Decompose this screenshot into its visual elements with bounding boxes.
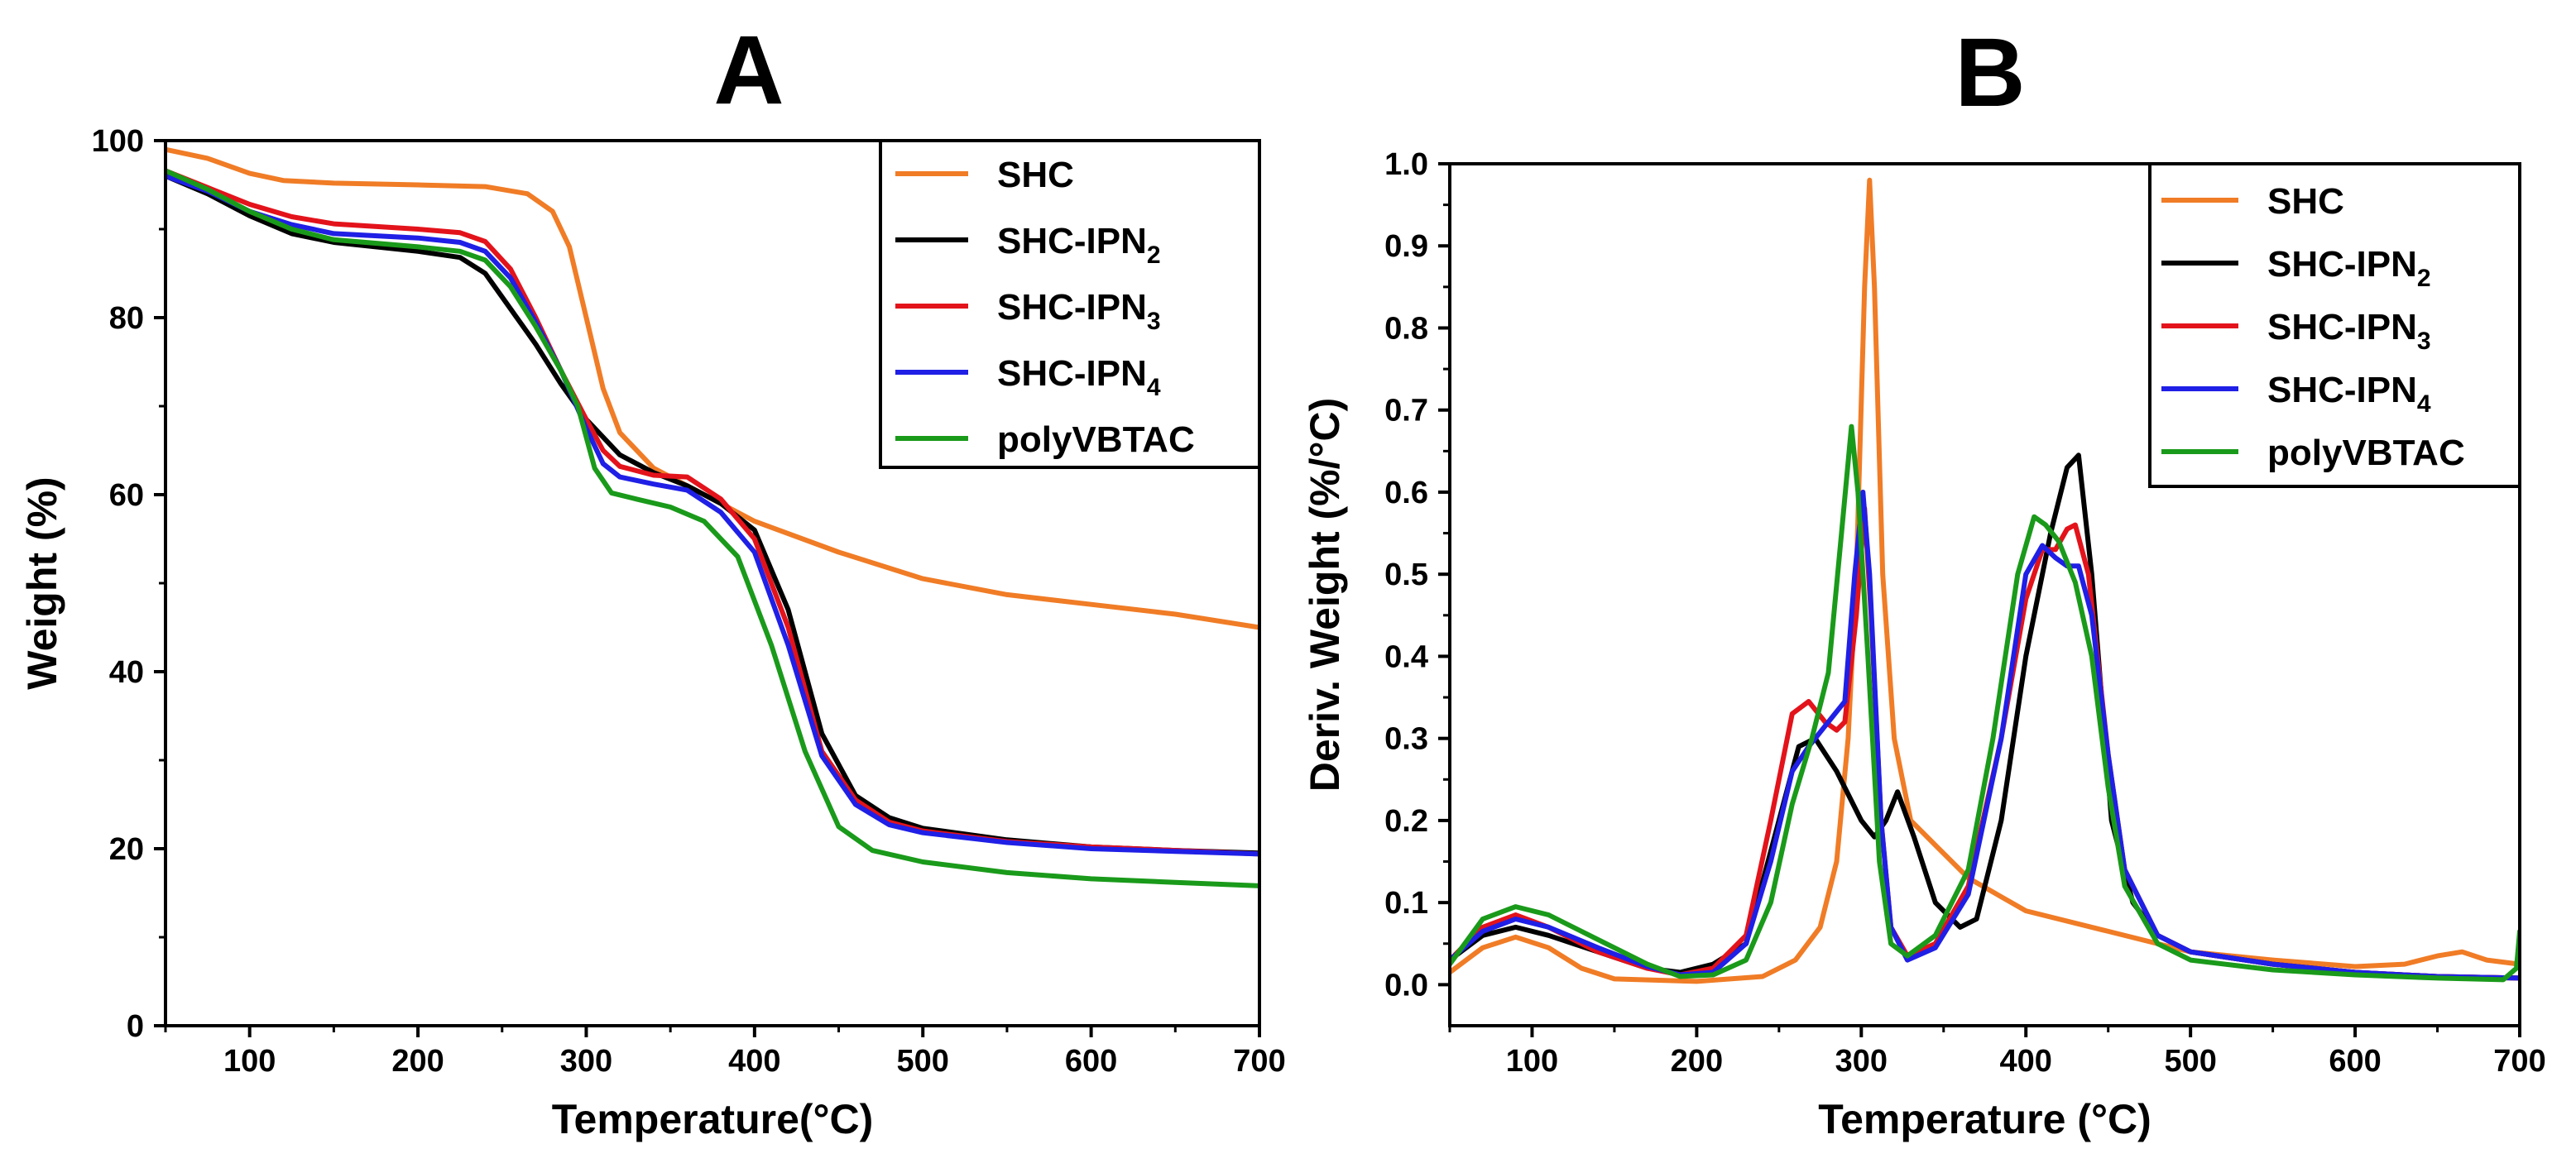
y-tick-label: 0.8 (1384, 311, 1428, 346)
legend-label-main: SHC-IPN (2267, 307, 2417, 347)
y-tick-label: 20 (109, 832, 144, 867)
legend-label-subscript: 3 (1147, 308, 1161, 335)
plot-frame (1448, 162, 2521, 1027)
panel-title: B (1955, 18, 2025, 127)
x-tick-label: 200 (391, 1044, 444, 1079)
legend-label-shc-ipn2: SHC-IPN2 (2267, 244, 2431, 292)
x-tick-label: 300 (1835, 1044, 1888, 1079)
legend-label-shc-ipn4: SHC-IPN4 (2267, 370, 2431, 418)
legend-label-main: SHC-IPN (2267, 370, 2417, 410)
y-tick-label: 80 (109, 301, 144, 336)
x-tick-label: 700 (2493, 1044, 2545, 1079)
x-tick-label: 500 (897, 1044, 949, 1079)
x-axis-title: Temperature(°C) (552, 1096, 874, 1142)
legend-label-shc-ipn3: SHC-IPN3 (2267, 307, 2431, 355)
x-axis-title: Temperature (°C) (1818, 1096, 2151, 1142)
x-tick-label: 600 (1065, 1044, 1117, 1079)
legend-label-shc: SHC (997, 155, 1074, 195)
legend-label-shc-ipn4: SHC-IPN4 (997, 353, 1161, 401)
y-tick-label: 0.4 (1384, 639, 1428, 674)
y-tick-label: 40 (109, 655, 144, 690)
y-tick-label: 0.9 (1384, 229, 1428, 264)
legend-label-main: SHC-IPN (997, 221, 1147, 261)
panel-title: A (713, 16, 784, 125)
y-tick-label: 0.3 (1384, 722, 1428, 757)
x-tick-label: 100 (1506, 1044, 1558, 1079)
x-tick-label: 100 (223, 1044, 276, 1079)
legend-label-shc-ipn3: SHC-IPN3 (997, 287, 1161, 335)
panel-a: A 100 200 300 400 500 600 700 0 20 40 60 80 100 Temper… (19, 16, 1286, 1142)
y-tick-label: 0 (127, 1009, 144, 1044)
legend-label-main: SHC (997, 155, 1074, 195)
legend-label-shc-ipn2: SHC-IPN2 (997, 221, 1161, 269)
x-tick-label: 700 (1233, 1044, 1285, 1079)
x-tick-label: 200 (1671, 1044, 1723, 1079)
y-tick-label: 0.1 (1384, 886, 1428, 921)
legend-label-subscript: 3 (2417, 328, 2431, 355)
y-tick-label: 0.7 (1384, 394, 1428, 428)
y-tick-label: 1.0 (1384, 147, 1428, 182)
series-line-shc-ipn4 (1450, 490, 2520, 981)
y-tick-label: 0.6 (1384, 476, 1428, 510)
y-tick-label: 60 (109, 478, 144, 513)
series-line-polyvbtac (165, 168, 1259, 888)
x-tick-label: 300 (560, 1044, 612, 1079)
legend-label-polyvbtac: polyVBTAC (997, 419, 1195, 460)
legend-label-subscript: 4 (1147, 374, 1161, 401)
y-axis-title: Deriv. Weight (%/°C) (1302, 398, 1348, 792)
x-tick-label: 400 (728, 1044, 780, 1079)
legend-label-shc: SHC (2267, 181, 2344, 222)
legend-label-subscript: 2 (2417, 265, 2431, 292)
series-line-shc-ipn3 (1450, 505, 2520, 981)
legend-label-subscript: 2 (1147, 242, 1161, 269)
legend-label-polyvbtac: polyVBTAC (2267, 433, 2465, 473)
legend-label-main: SHC-IPN (997, 353, 1147, 394)
y-tick-label: 0.5 (1384, 558, 1428, 592)
series-line-polyvbtac (1450, 424, 2520, 983)
series-line-shc-ipn2 (165, 173, 1259, 856)
legend-label-main: SHC-IPN (997, 287, 1147, 328)
series-line-shc-ipn4 (165, 173, 1259, 857)
x-tick-label: 400 (2000, 1044, 2052, 1079)
y-tick-label: 0.2 (1384, 804, 1428, 839)
y-axis-title: Weight (%) (19, 476, 65, 689)
y-tick-label: 0.0 (1384, 968, 1428, 1003)
series-line-shc-ipn2 (1450, 452, 2520, 981)
legend-label-main: polyVBTAC (2267, 433, 2465, 473)
legend-label-main: SHC (2267, 181, 2344, 222)
legend-label-subscript: 4 (2417, 390, 2431, 418)
legend-label-main: SHC-IPN (2267, 244, 2417, 285)
panel-b: B 100 200 300 400 500 600 700 0.0 0.1 0.2 0.3 0.4 0.5… (1302, 18, 2546, 1142)
series-line-shc (165, 146, 1259, 630)
x-tick-label: 500 (2164, 1044, 2216, 1079)
legend-label-main: polyVBTAC (997, 419, 1195, 460)
x-tick-label: 600 (2329, 1044, 2381, 1079)
series-group (1450, 177, 2520, 984)
series-group (165, 146, 1259, 888)
y-tick-label: 100 (92, 124, 144, 159)
series-line-shc (1450, 177, 2520, 984)
